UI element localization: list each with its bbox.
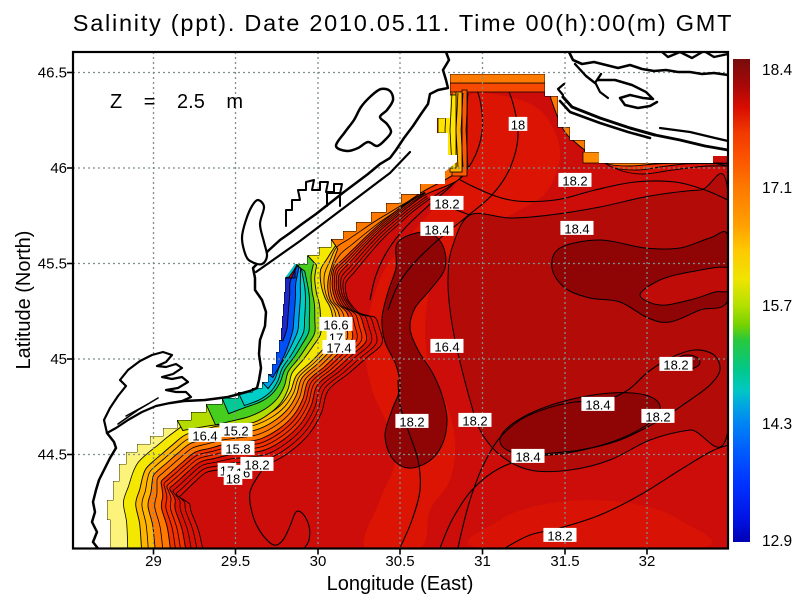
svg-text:12.9: 12.9 <box>762 533 792 550</box>
svg-text:18.2: 18.2 <box>562 174 587 189</box>
svg-text:15.7: 15.7 <box>762 298 792 315</box>
svg-text:29.5: 29.5 <box>221 553 250 570</box>
svg-text:46.5: 46.5 <box>38 65 67 82</box>
svg-text:18.2: 18.2 <box>547 529 572 544</box>
svg-text:30.5: 30.5 <box>385 553 414 570</box>
svg-text:31.5: 31.5 <box>550 553 579 570</box>
svg-text:17.4: 17.4 <box>326 341 351 356</box>
svg-text:46: 46 <box>50 160 67 177</box>
svg-text:18.4: 18.4 <box>585 398 610 413</box>
svg-text:Latitude (North): Latitude (North) <box>13 231 35 370</box>
svg-text:15.2: 15.2 <box>223 424 248 439</box>
svg-text:18: 18 <box>226 472 240 487</box>
svg-text:18.2: 18.2 <box>663 358 688 373</box>
svg-text:18.4: 18.4 <box>424 223 449 238</box>
svg-text:Z = 2.5 m: Z = 2.5 m <box>110 91 243 113</box>
svg-text:18.2: 18.2 <box>434 197 459 212</box>
svg-text:16.4: 16.4 <box>192 429 217 444</box>
svg-text:32: 32 <box>639 553 656 570</box>
svg-text:18.4: 18.4 <box>564 222 589 237</box>
svg-text:15.8: 15.8 <box>225 442 250 457</box>
svg-text:18.2: 18.2 <box>645 410 670 425</box>
svg-text:16.6: 16.6 <box>323 318 348 333</box>
svg-text:44.5: 44.5 <box>38 447 67 464</box>
svg-text:18.4: 18.4 <box>762 62 793 79</box>
svg-text:18.2: 18.2 <box>244 458 269 473</box>
svg-text:17.1: 17.1 <box>762 180 792 197</box>
svg-text:Salinity (ppt). Date 2010.05.1: Salinity (ppt). Date 2010.05.11. Time 00… <box>73 10 733 36</box>
svg-text:31: 31 <box>474 553 491 570</box>
svg-text:18.2: 18.2 <box>462 414 487 429</box>
svg-text:Longitude (East): Longitude (East) <box>327 573 474 595</box>
svg-text:16.4: 16.4 <box>434 340 459 355</box>
svg-text:14.3: 14.3 <box>762 416 792 433</box>
svg-text:29: 29 <box>145 553 162 570</box>
svg-text:45.5: 45.5 <box>38 256 67 273</box>
svg-text:18.2: 18.2 <box>399 415 424 430</box>
svg-text:18: 18 <box>511 118 525 133</box>
svg-text:18.4: 18.4 <box>515 450 540 465</box>
svg-text:30: 30 <box>310 553 327 570</box>
svg-text:45: 45 <box>50 351 67 368</box>
